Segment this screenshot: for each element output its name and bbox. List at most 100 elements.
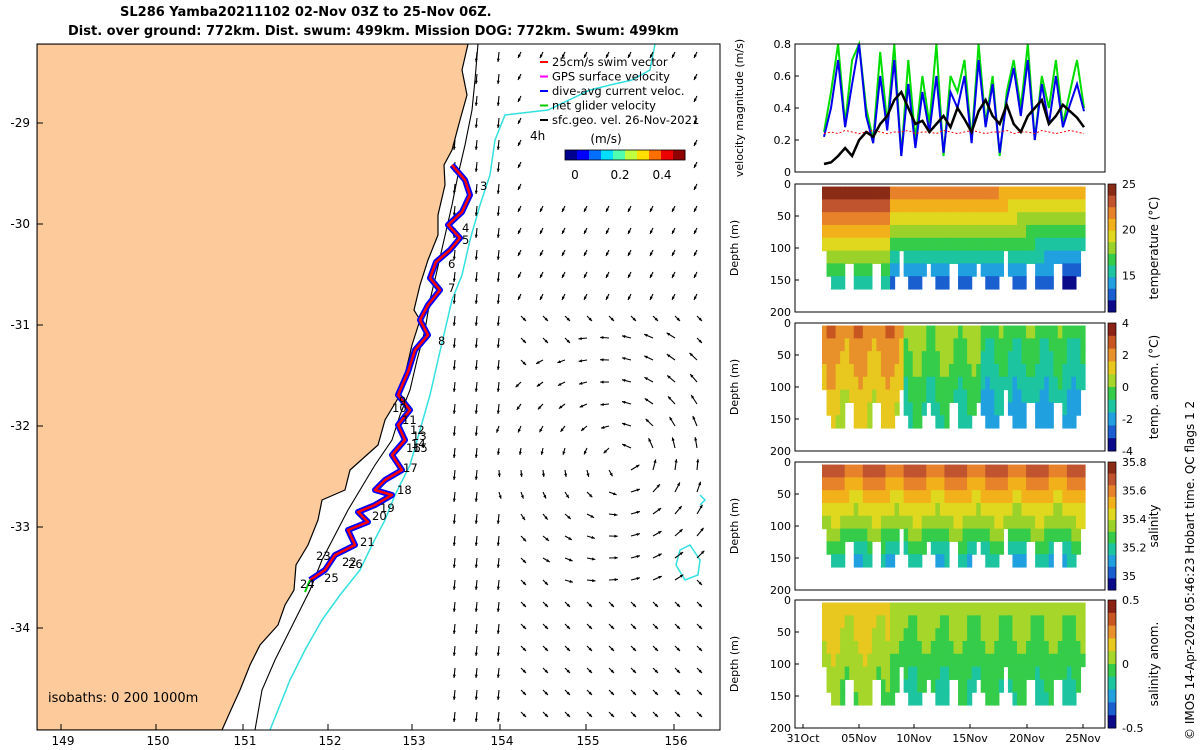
heatmap-cell (853, 628, 859, 642)
heatmap-cell (831, 692, 837, 706)
heatmap-cell (853, 250, 859, 264)
heatmap-cell (930, 363, 936, 378)
velocity-arrow (496, 645, 500, 657)
heatmap-cell (1075, 666, 1082, 680)
heatmap-cell (867, 276, 873, 290)
velocity-arrow (557, 381, 566, 387)
heatmap-cell (853, 541, 859, 555)
velocity-arrow (474, 623, 478, 635)
colorbar-unit: (m/s) (590, 132, 621, 146)
heatmap-cell (980, 351, 986, 365)
heatmap-cell (899, 199, 905, 213)
heatmap-cell (976, 363, 982, 378)
heatmap-cell (958, 464, 964, 478)
heatmap-cell (935, 212, 941, 226)
velocity-arrow (694, 437, 698, 449)
colorbar-segment (1108, 425, 1116, 439)
heatmap-cell (989, 402, 995, 416)
velocity-arrow (690, 394, 698, 405)
heatmap-cell (890, 554, 896, 568)
heatmap-cell (1021, 415, 1027, 429)
heatmap-cell (976, 477, 982, 491)
heatmap-cell (1035, 653, 1041, 668)
heatmap-cell (930, 528, 936, 542)
heatmap-cell (921, 212, 927, 226)
heatmap-cell (908, 186, 914, 200)
heatmap-cell (1030, 666, 1036, 680)
heatmap-cell (1016, 415, 1023, 429)
heatmap-cell (1030, 237, 1036, 252)
heatmap-cell (1044, 528, 1050, 542)
heatmap-cell (1044, 376, 1050, 391)
heatmap-cell (930, 325, 936, 339)
heatmap-cell (1016, 515, 1023, 530)
heatmap-cell (1007, 615, 1014, 629)
heatmap-cell (953, 224, 959, 239)
heatmap-cell (885, 363, 891, 378)
heatmap-cell (831, 653, 837, 668)
heatmap-cell (1075, 490, 1082, 504)
heatmap-cell (967, 263, 973, 277)
heatmap-cell (958, 376, 964, 391)
colorbar-frame (1107, 322, 1117, 452)
heatmap-cell (912, 528, 918, 542)
heatmap-cell (1039, 402, 1045, 416)
heatmap-cell (948, 464, 955, 478)
heatmap-cell (1035, 237, 1041, 252)
heatmap-cell (885, 263, 891, 277)
heatmap-cell (1044, 237, 1050, 252)
heatmap-cell (862, 615, 868, 629)
heatmap-cell (1007, 186, 1014, 200)
velocity-arrow (627, 51, 632, 59)
heatmap-cell (880, 199, 887, 213)
heatmap-cell (1080, 602, 1086, 616)
heatmap-cell (1039, 528, 1045, 542)
heatmap-cell (871, 186, 878, 200)
heatmap-cell (1057, 338, 1063, 352)
track-label: 7 (448, 281, 455, 295)
heatmap-cell (921, 402, 927, 416)
heatmap-cell (853, 615, 859, 629)
heatmap-cell (1035, 464, 1041, 478)
heatmap-cell (1075, 389, 1082, 403)
heatmap-cell (1039, 464, 1045, 478)
velocity-arrow (564, 469, 568, 478)
heatmap-cell (921, 602, 927, 616)
heatmap-cell (944, 376, 950, 391)
heatmap-cell (844, 186, 850, 200)
heatmap-cell (944, 692, 950, 706)
heatmap-cell (1044, 402, 1050, 416)
heatmap-cell (998, 477, 1004, 491)
heatmap-cell (908, 477, 914, 491)
heatmap-cell (935, 464, 941, 478)
heatmap-cell (994, 602, 1000, 616)
velocity-arrow (561, 51, 566, 59)
heatmap-cell (1057, 490, 1063, 504)
heatmap-cell (831, 363, 837, 378)
heatmap-cell (1030, 653, 1036, 668)
heatmap-cell (1016, 276, 1023, 290)
heatmap-cell (989, 389, 995, 403)
heatmap-cell (1012, 199, 1018, 213)
lat-tick-label: -34 (10, 621, 30, 635)
heatmap-cell (998, 351, 1004, 365)
heatmap-cell (1030, 376, 1036, 391)
heatmap-cell (840, 528, 846, 542)
heatmap-cell (962, 490, 968, 504)
heatmap-cell (840, 502, 846, 517)
heatmap-cell (826, 212, 832, 226)
track-label: 5 (462, 233, 469, 247)
heatmap-cell (822, 490, 828, 504)
heatmap-cell (994, 351, 1000, 365)
heatmap-cell (908, 502, 914, 517)
velocity-arrow (630, 711, 637, 718)
heatmap-cell (858, 628, 864, 642)
heatmap-cell (930, 490, 936, 504)
velocity-arrow (496, 227, 500, 239)
heatmap-cell (908, 338, 914, 352)
heatmap-cell (1012, 276, 1018, 290)
heatmap-cell (971, 389, 977, 403)
heatmap-cell (894, 402, 900, 416)
heatmap-cell (858, 363, 864, 378)
